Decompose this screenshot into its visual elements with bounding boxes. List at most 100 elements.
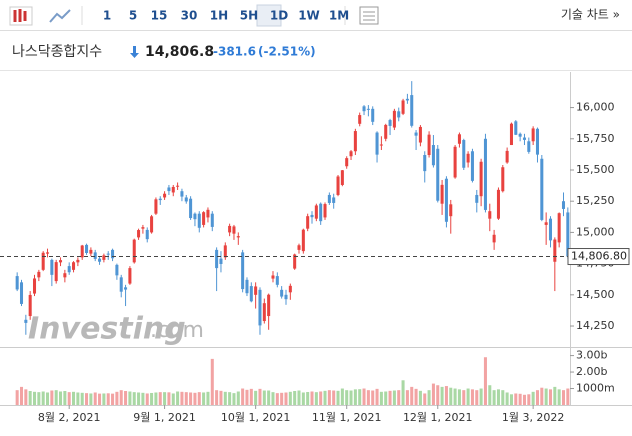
volume-bar: [93, 392, 97, 405]
volume-bar: [509, 394, 513, 405]
volume-bar: [119, 390, 123, 405]
candle-body: [501, 167, 505, 192]
volume-bar: [180, 391, 184, 405]
volume-bar: [106, 393, 110, 405]
candle-body: [397, 111, 401, 118]
volume-bar: [401, 380, 405, 405]
volume-bar: [288, 391, 292, 405]
candle-body: [167, 187, 171, 192]
volume-bar: [362, 388, 366, 405]
volume-bar: [245, 389, 249, 405]
volume-bar: [202, 392, 206, 405]
volume-tick-label: 2.00b: [576, 365, 607, 378]
candle-body: [345, 158, 349, 167]
volume-bar: [158, 392, 162, 405]
volume-bar: [19, 386, 24, 405]
candle-body: [232, 226, 236, 234]
volume-bar: [15, 390, 19, 405]
volume-bar: [301, 392, 305, 405]
volume-bar: [189, 392, 193, 405]
volume-bar: [418, 390, 422, 405]
candle-body: [184, 197, 188, 202]
price: 14,806.8: [145, 44, 214, 60]
volume-bar: [102, 393, 106, 405]
candle-body: [540, 158, 544, 220]
y-tick-label: 15,250: [576, 194, 615, 207]
candle-body: [158, 198, 162, 201]
volume-tick-label: 1000m: [576, 382, 615, 395]
candle-body: [522, 137, 526, 140]
interval-button[interactable]: 1H: [210, 9, 228, 23]
y-tick-label: 15,750: [576, 132, 615, 145]
volume-bar: [332, 390, 336, 405]
interval-button[interactable]: 5H: [240, 9, 258, 23]
y-tick-label: 14,500: [576, 288, 615, 301]
interval-button[interactable]: 1D: [270, 9, 288, 23]
volume-bar: [440, 386, 444, 405]
volume-bar: [293, 390, 297, 405]
volume-bar: [154, 392, 158, 405]
volume-bar: [76, 392, 80, 405]
volume-bar: [228, 392, 232, 405]
candle-body: [258, 289, 262, 326]
volume-bar: [431, 383, 435, 405]
volume-bar: [501, 390, 505, 405]
candle-body: [202, 212, 206, 225]
candle-body: [271, 275, 275, 279]
volume-bar: [483, 357, 487, 405]
technical-chart-link[interactable]: 기술 차트 »: [561, 8, 620, 22]
candle-body: [440, 184, 444, 204]
candle-body: [145, 229, 149, 240]
candle-body: [72, 262, 76, 270]
settings-icon[interactable]: [359, 6, 379, 25]
candle-body: [28, 294, 32, 317]
candle-body: [262, 303, 266, 322]
candle-body: [535, 128, 539, 155]
candle-body: [358, 115, 362, 124]
x-tick-label: 9월 1, 2021: [133, 411, 196, 424]
candle-body: [384, 124, 388, 139]
volume-bar: [566, 388, 570, 405]
volume-bar: [137, 392, 141, 405]
candle-body: [323, 204, 327, 218]
candle-body: [392, 110, 396, 128]
candle-body: [418, 126, 422, 143]
volume-bar: [310, 391, 314, 405]
interval-button[interactable]: 5: [129, 9, 137, 23]
area-icon[interactable]: [49, 9, 71, 23]
candle-body: [32, 278, 37, 294]
candle-body: [119, 277, 123, 292]
volume-bar: [241, 388, 245, 405]
volume-bar: [544, 388, 548, 405]
volume-bar: [518, 393, 522, 405]
candle-body: [362, 106, 366, 112]
volume-bar: [275, 393, 279, 405]
interval-button[interactable]: 1W: [298, 9, 320, 23]
volume-bar: [219, 390, 223, 405]
volume-bar: [111, 393, 115, 405]
candle-body: [85, 244, 89, 254]
volume-bar: [41, 391, 45, 405]
volume-bar: [89, 393, 93, 405]
candle-body: [349, 151, 353, 157]
volume-bar: [522, 394, 526, 405]
watermark-brand: Investing: [28, 312, 186, 347]
candle-body: [176, 185, 180, 187]
volume-bar: [327, 390, 331, 405]
volume-bar: [388, 390, 392, 405]
volume-bar: [284, 392, 288, 405]
candle-body: [470, 151, 474, 181]
volume-bar: [236, 391, 240, 405]
x-tick-label: 10월 1, 2021: [221, 411, 291, 424]
candle-body: [475, 194, 479, 203]
candle-icon[interactable]: [9, 6, 33, 26]
interval-button[interactable]: 1M: [329, 9, 349, 23]
candle-body: [327, 194, 331, 203]
volume-bar: [163, 392, 167, 405]
interval-button[interactable]: 30: [181, 9, 198, 23]
candle-body: [336, 176, 340, 195]
interval-button[interactable]: 15: [151, 9, 168, 23]
candle-body: [249, 286, 253, 302]
candle-body: [241, 252, 245, 290]
interval-button[interactable]: 1: [103, 9, 111, 23]
